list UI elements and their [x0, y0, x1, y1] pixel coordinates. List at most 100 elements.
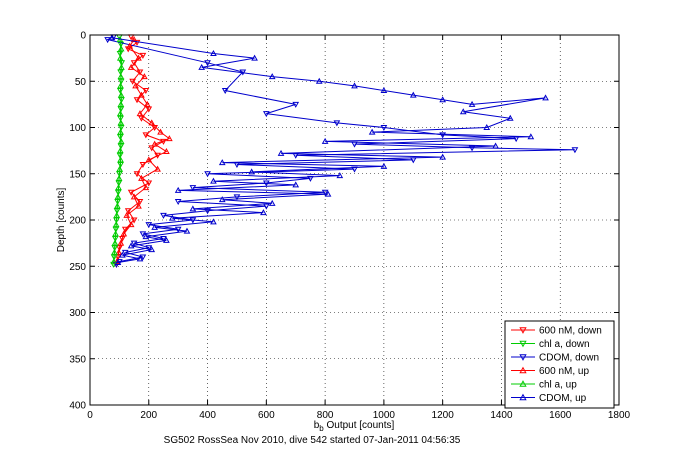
- ticks: [89, 34, 620, 406]
- data-point: [204, 208, 211, 215]
- series-line: [106, 36, 575, 265]
- data-point: [268, 73, 276, 80]
- x-axis-label-rest: Output [counts]: [324, 420, 395, 431]
- data-point: [117, 239, 125, 246]
- data-point: [142, 88, 150, 95]
- data-point: [116, 245, 123, 252]
- data-point: [127, 221, 135, 228]
- legend-item: 600 nM, down: [511, 326, 602, 337]
- y-tick-label: 200: [69, 216, 86, 227]
- data-point: [160, 236, 167, 243]
- data-point: [292, 101, 300, 108]
- data-point: [117, 128, 124, 135]
- series-line: [111, 37, 546, 263]
- data-point: [111, 248, 118, 255]
- data-point: [136, 255, 144, 262]
- y-tick-label: 250: [69, 262, 86, 273]
- data-point: [251, 54, 258, 61]
- series-line: [113, 39, 122, 262]
- data-point: [221, 88, 229, 95]
- y-tick-label: 100: [69, 123, 86, 134]
- data-point: [204, 171, 211, 178]
- data-point: [527, 133, 535, 140]
- data-point: [126, 42, 134, 49]
- data-point: [117, 119, 125, 126]
- data-point: [351, 82, 358, 89]
- legend-label: CDOM, up: [539, 393, 587, 404]
- data-point: [483, 123, 491, 130]
- x-tick-label: 1400: [490, 410, 513, 421]
- data-point: [163, 148, 170, 155]
- data-point: [117, 82, 124, 89]
- y-tick-label: 300: [69, 308, 86, 319]
- data-point: [210, 177, 217, 184]
- y-tick-label: 350: [69, 354, 86, 365]
- data-point: [233, 194, 241, 201]
- data-point: [135, 54, 142, 61]
- data-point: [439, 153, 447, 160]
- data-point: [139, 52, 147, 59]
- data-point: [148, 246, 156, 253]
- figure-caption: SG502 RossSea Nov 2010, dive 542 started…: [164, 435, 461, 446]
- data-point: [136, 110, 144, 117]
- data-point: [160, 212, 167, 219]
- data-point: [218, 196, 226, 203]
- legend-label: CDOM, down: [539, 353, 599, 364]
- data-point: [104, 37, 111, 44]
- x-tick-label: 0: [87, 410, 93, 421]
- data-point: [506, 114, 514, 121]
- legend-label: chl a, up: [539, 380, 577, 391]
- x-axis-label-main: b: [314, 420, 320, 431]
- data-point: [174, 186, 182, 193]
- legend-marker: [519, 366, 527, 374]
- data-point: [336, 172, 344, 179]
- data-point: [145, 180, 153, 187]
- series-3: [113, 36, 173, 265]
- x-tick-label: 800: [317, 410, 334, 421]
- data-point: [439, 96, 447, 103]
- data-point: [204, 60, 211, 67]
- data-point: [129, 78, 136, 85]
- data-point: [292, 181, 300, 188]
- x-tick-label: 1000: [373, 410, 396, 421]
- data-point: [268, 199, 276, 206]
- data-point: [248, 168, 255, 175]
- x-tick-label: 600: [258, 410, 275, 421]
- data-point: [124, 208, 132, 215]
- data-point: [142, 132, 150, 139]
- legend-label: chl a, down: [539, 339, 590, 350]
- data-point: [409, 91, 417, 98]
- data-point: [115, 184, 122, 191]
- data-point: [145, 245, 153, 252]
- data-point: [127, 242, 135, 249]
- data-point: [112, 230, 119, 237]
- data-point: [121, 249, 129, 256]
- x-tick-label: 1800: [608, 410, 631, 421]
- data-point: [115, 174, 123, 181]
- data-point: [142, 184, 150, 191]
- grid: [90, 35, 619, 405]
- data-point: [127, 63, 135, 70]
- data-point: [315, 77, 323, 84]
- data-point: [110, 258, 118, 265]
- x-tick-label: 1200: [432, 410, 455, 421]
- data-point: [260, 209, 267, 216]
- legend-box: [504, 320, 615, 409]
- data-point: [321, 189, 329, 196]
- data-point: [459, 108, 467, 115]
- data-point: [118, 236, 126, 243]
- data-point: [542, 94, 549, 101]
- data-point: [210, 49, 217, 56]
- data-point: [121, 226, 129, 233]
- data-point: [166, 135, 173, 142]
- data-point: [111, 239, 119, 246]
- data-point: [117, 100, 125, 107]
- data-point: [118, 251, 126, 258]
- data-point: [113, 202, 121, 209]
- y-tick-label: 0: [80, 31, 86, 42]
- data-point: [133, 39, 141, 46]
- legend-label: 600 nM, up: [539, 366, 589, 377]
- data-point: [145, 106, 153, 113]
- y-tick-label: 400: [69, 401, 86, 412]
